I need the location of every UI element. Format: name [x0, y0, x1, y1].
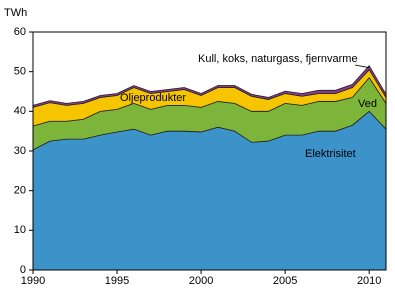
x-tick-label: 2010 — [357, 275, 381, 287]
annotation-pointer — [354, 64, 370, 69]
series-label: Elektrisitet — [305, 148, 356, 160]
y-tick-label: 40 — [14, 105, 26, 117]
series-label: Kull, koks, naturgass, fjernvarme — [198, 53, 358, 65]
y-axis-label: TWh — [4, 7, 27, 19]
y-tick-label: 0 — [20, 264, 26, 276]
y-tick-label: 50 — [14, 66, 26, 78]
x-tick-label: 2000 — [189, 275, 213, 287]
y-tick-label: 10 — [14, 224, 26, 236]
y-tick-label: 60 — [14, 26, 26, 38]
x-tick-label: 2005 — [273, 275, 297, 287]
series-label: Ved — [358, 98, 377, 110]
y-tick-label: 30 — [14, 145, 26, 157]
series-label: Oljeprodukter — [120, 92, 186, 104]
y-tick-label: 20 — [14, 185, 26, 197]
x-tick-label: 1990 — [21, 275, 45, 287]
x-tick-label: 1995 — [105, 275, 129, 287]
